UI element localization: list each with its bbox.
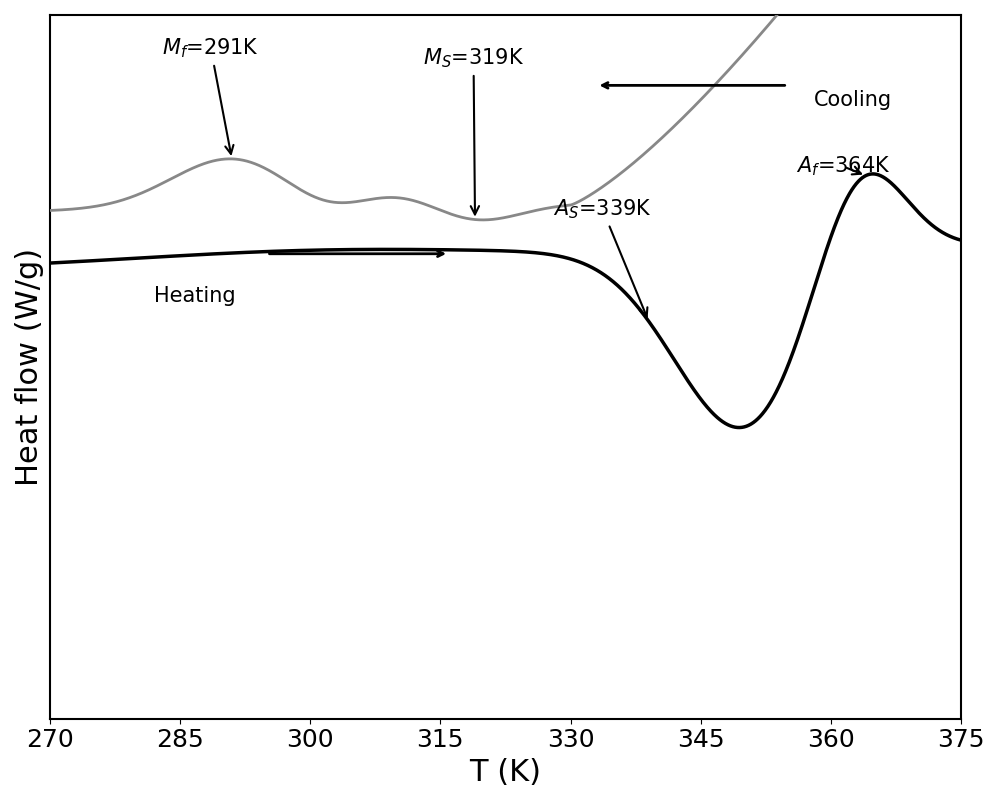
X-axis label: T (K): T (K) [469, 758, 541, 787]
Y-axis label: Heat flow (W/g): Heat flow (W/g) [15, 248, 44, 486]
Text: $M_S$=319K: $M_S$=319K [423, 47, 524, 214]
Text: Cooling: Cooling [814, 91, 892, 111]
Text: $A_f$=364K: $A_f$=364K [796, 155, 891, 178]
Text: $M_f$=291K: $M_f$=291K [162, 37, 259, 154]
Text: Heating: Heating [154, 286, 235, 306]
Text: $A_S$=339K: $A_S$=339K [553, 197, 652, 317]
